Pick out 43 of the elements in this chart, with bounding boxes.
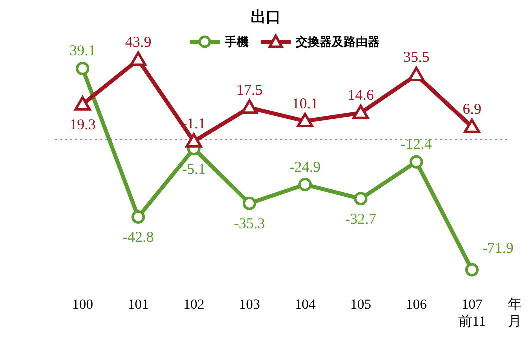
- point: [186, 133, 202, 148]
- data-label: 39.1: [70, 44, 96, 60]
- point: [297, 113, 314, 128]
- x-axis-title: 年月: [508, 297, 522, 330]
- legend-label: 手機: [224, 35, 249, 49]
- x-tick-label: 101: [128, 298, 149, 313]
- data-label: -12.4: [400, 137, 433, 154]
- x-tick-label: 102: [184, 298, 205, 313]
- x-tick-label: 103: [239, 298, 260, 313]
- data-label: 6.9: [462, 102, 482, 118]
- data-label: -42.8: [122, 230, 154, 246]
- point: [354, 192, 368, 206]
- data-label: -71.9: [482, 241, 514, 257]
- data-label: 43.9: [125, 35, 152, 51]
- point: [465, 263, 479, 277]
- data-label: -24.9: [290, 160, 321, 176]
- data-label: 35.5: [403, 50, 430, 66]
- data-label: 19.3: [70, 118, 96, 134]
- data-label: -5.1: [182, 162, 206, 178]
- x-tick-label: 105: [350, 298, 372, 313]
- legend-label: 交換器及路由器: [295, 35, 380, 49]
- data-label: -32.7: [345, 212, 378, 228]
- point: [132, 210, 146, 224]
- chart-title: 出口: [251, 9, 281, 26]
- point: [241, 100, 258, 114]
- data-label: 10.1: [292, 96, 318, 112]
- x-tick-label: 106: [406, 298, 428, 313]
- data-label: -1.1: [182, 116, 206, 133]
- point: [408, 66, 425, 82]
- point: [464, 118, 480, 134]
- data-label: 14.6: [348, 88, 375, 104]
- point: [242, 196, 256, 210]
- x-tick-label: 104: [294, 298, 316, 313]
- x-tick-label: 107 前11: [458, 298, 486, 330]
- x-tick-label: 100: [72, 298, 94, 313]
- point: [298, 178, 312, 192]
- data-label: -35.3: [234, 216, 266, 233]
- point: [76, 62, 90, 76]
- point: [410, 155, 424, 169]
- point: [130, 52, 147, 66]
- point: [352, 104, 370, 120]
- data-label: 17.5: [236, 82, 263, 99]
- point: [74, 96, 92, 111]
